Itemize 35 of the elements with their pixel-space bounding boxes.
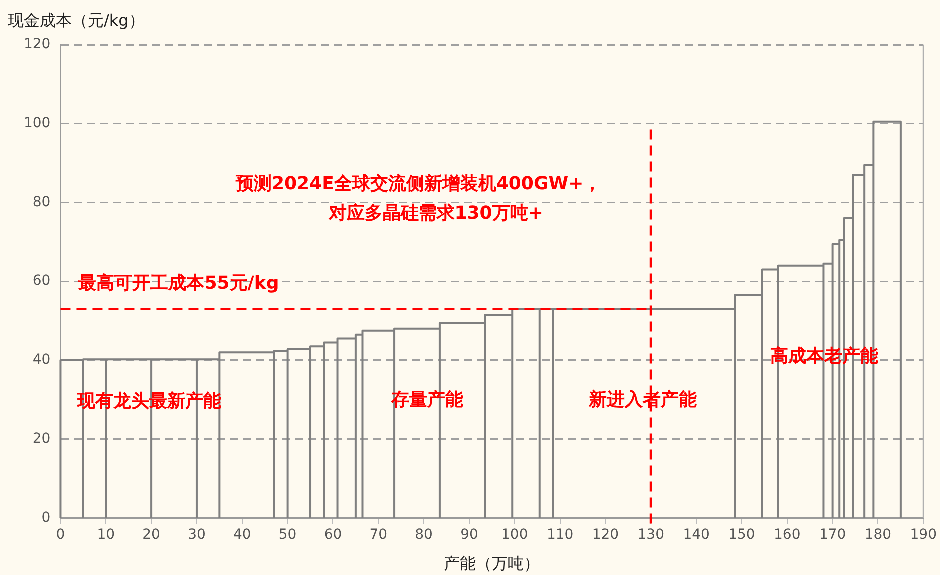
annotation: 现有龙头最新产能 — [76, 390, 222, 412]
x-tick-label: 70 — [370, 527, 388, 544]
x-tick-label: 170 — [819, 527, 846, 544]
x-tick-label: 30 — [188, 527, 206, 544]
x-tick-label: 140 — [683, 527, 710, 544]
x-tick-label: 100 — [502, 527, 528, 544]
x-tick-label: 150 — [728, 527, 756, 544]
y-tick-label: 40 — [32, 352, 51, 368]
x-tick-label: 40 — [233, 527, 252, 544]
y-tick-label: 120 — [24, 36, 51, 53]
x-axis-title: 产能（万吨） — [444, 554, 540, 574]
x-tick-label: 50 — [278, 527, 297, 544]
x-tick-label: 80 — [415, 527, 433, 544]
x-tick-label: 110 — [546, 527, 574, 544]
annotation: 高成本老产能 — [770, 346, 878, 367]
y-tick-label: 0 — [42, 510, 51, 526]
ref-line-label: 最高可开工成本55元/kg — [78, 272, 280, 294]
y-tick-label: 60 — [32, 273, 51, 290]
x-tick-label: 160 — [774, 527, 801, 544]
x-tick-label: 10 — [97, 527, 116, 544]
annotation: 存量产能 — [390, 390, 464, 411]
y-tick-label: 80 — [32, 194, 51, 210]
x-tick-label: 120 — [592, 527, 620, 544]
x-tick-label: 180 — [864, 527, 892, 544]
y-axis-title: 现金成本（元/kg） — [8, 11, 145, 30]
y-tick-label: 20 — [32, 430, 51, 447]
x-tick-label: 20 — [142, 527, 160, 544]
y-tick-label: 100 — [24, 116, 51, 132]
annotation: 预测2024E全球交流侧新增装机400GW+， — [234, 173, 602, 194]
annotation: 对应多晶硅需求130万吨+ — [328, 203, 544, 224]
x-tick-label: 190 — [910, 527, 938, 544]
x-tick-label: 90 — [460, 527, 478, 544]
x-tick-label: 130 — [638, 527, 665, 544]
x-tick-label: 60 — [324, 527, 342, 544]
x-tick-label: 0 — [56, 527, 66, 544]
